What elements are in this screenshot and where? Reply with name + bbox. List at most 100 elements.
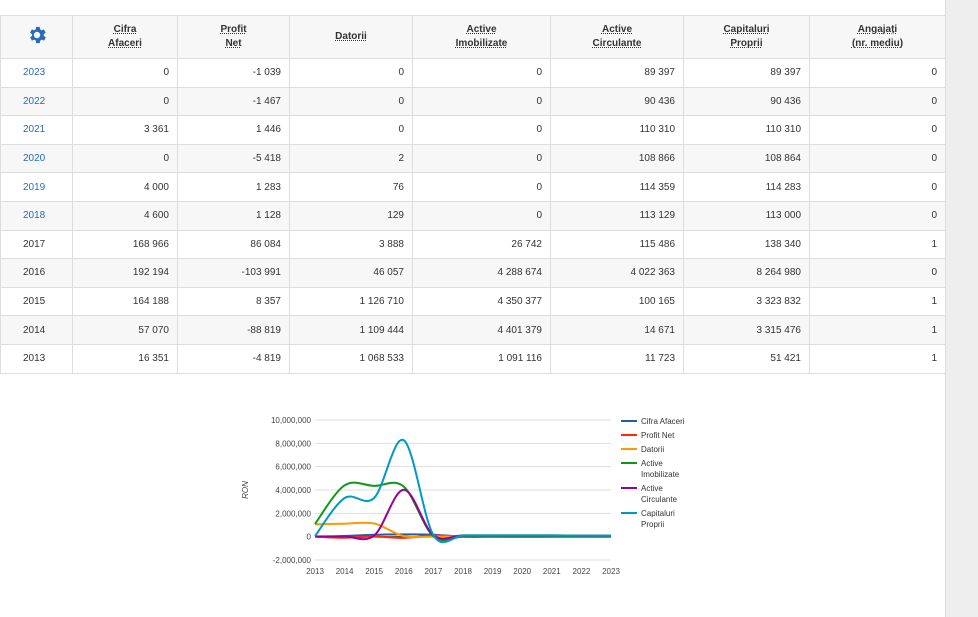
table-row: 2021 3 361 1 446 0 0 110 310 110 310 0 <box>0 115 946 145</box>
x-tick-label: 2023 <box>602 567 620 576</box>
table-cell: 0 <box>412 172 551 202</box>
column-header-label[interactable]: Angajați (nr. mediu) <box>852 24 903 49</box>
column-header[interactable]: Datorii <box>289 15 413 59</box>
table-cell: 192 194 <box>72 258 178 288</box>
year-cell: 2015 <box>0 286 73 317</box>
table-cell: 1 <box>809 315 946 345</box>
table-cell: 1 <box>809 343 946 374</box>
table-cell: -1 467 <box>177 86 290 117</box>
x-tick-label: 2017 <box>425 567 443 576</box>
year-link[interactable]: 2022 <box>0 86 73 117</box>
table-cell: 113 129 <box>550 200 684 231</box>
legend-label: Profit Net <box>641 431 675 440</box>
column-header-line1: Active <box>601 24 632 35</box>
table-cell: 8 264 980 <box>683 258 810 288</box>
settings-header-cell[interactable] <box>0 15 73 59</box>
column-header[interactable]: Active Imobilizate <box>412 15 551 59</box>
table-cell: 0 <box>809 143 946 174</box>
table-cell: 108 866 <box>550 143 684 174</box>
table-row: 2018 4 600 1 128 129 0 113 129 113 000 0 <box>0 200 946 231</box>
table-header-row: Cifra Afaceri Profit Net Datorii Active Imobil… <box>0 15 946 59</box>
y-tick-label: -2,000,000 <box>273 556 312 565</box>
table-cell: -103 991 <box>177 258 290 288</box>
table-cell: 1 109 444 <box>289 315 413 345</box>
column-header-label[interactable]: Capitaluri Proprii <box>723 24 769 49</box>
table-cell: 164 188 <box>72 286 178 317</box>
year-link[interactable]: 2019 <box>0 172 73 202</box>
table-cell: 3 315 476 <box>683 315 810 345</box>
legend-label: Active <box>641 484 663 493</box>
legend-label: Cifra Afaceri <box>641 417 685 426</box>
table-cell: 0 <box>809 58 946 88</box>
table-cell: 0 <box>412 58 551 88</box>
table-cell: 1 128 <box>177 200 290 231</box>
table-cell: 0 <box>809 258 946 288</box>
table-cell: -4 819 <box>177 343 290 374</box>
table-cell: 0 <box>412 115 551 145</box>
column-header-label[interactable]: Profit Net <box>220 24 246 49</box>
year-cell: 2013 <box>0 343 73 374</box>
column-header-line2: Imobilizate <box>455 38 508 49</box>
table-cell: 0 <box>809 200 946 231</box>
table-cell: 114 359 <box>550 172 684 202</box>
year-link[interactable]: 2018 <box>0 200 73 231</box>
column-header[interactable]: Angajați (nr. mediu) <box>809 15 946 59</box>
column-header[interactable]: Cifra Afaceri <box>72 15 178 59</box>
table-cell: 4 288 674 <box>412 258 551 288</box>
y-axis-label: RON <box>241 481 250 499</box>
gear-icon[interactable] <box>26 24 48 46</box>
table-cell: 0 <box>72 143 178 174</box>
year-link[interactable]: 2020 <box>0 143 73 174</box>
table-cell: 115 486 <box>550 229 684 260</box>
column-header-line1: Profit <box>220 24 247 35</box>
table-row: 2013 16 351 -4 819 1 068 533 1 091 116 11 723… <box>0 343 946 374</box>
table-cell: 90 436 <box>683 86 810 117</box>
table-cell: 0 <box>72 58 178 88</box>
table-cell: 3 888 <box>289 229 413 260</box>
table-cell: 90 436 <box>550 86 684 117</box>
column-header-label[interactable]: Active Imobilizate <box>456 24 508 49</box>
year-cell: 2016 <box>0 258 73 288</box>
table-cell: -1 039 <box>177 58 290 88</box>
table-cell: 0 <box>289 86 413 117</box>
chart-svg: -2,000,000 0 2,000,000 4,000,000 6,000,000 8,… <box>241 416 685 576</box>
year-link[interactable]: 2021 <box>0 115 73 145</box>
column-header-line2: Afaceri <box>108 38 142 49</box>
legend-label: Datorii <box>641 445 664 454</box>
table-cell: 89 397 <box>550 58 684 88</box>
column-header-label[interactable]: Datorii <box>335 31 367 42</box>
x-tick-label: 2016 <box>395 567 413 576</box>
table-cell: 51 421 <box>683 343 810 374</box>
column-header-label[interactable]: Active Circulante <box>593 24 642 49</box>
column-header-line1: Cifra <box>113 24 137 35</box>
table-row: 2023 0 -1 039 0 0 89 397 89 397 0 <box>0 58 946 88</box>
table-cell: 3 323 832 <box>683 286 810 317</box>
table-cell: 129 <box>289 200 413 231</box>
table-cell: 1 283 <box>177 172 290 202</box>
column-header[interactable]: Capitaluri Proprii <box>683 15 810 59</box>
series-line <box>314 488 612 541</box>
column-header[interactable]: Profit Net <box>177 15 290 59</box>
y-tick-label: 4,000,000 <box>275 486 311 495</box>
year-link[interactable]: 2023 <box>0 58 73 88</box>
column-header-label[interactable]: Cifra Afaceri <box>108 24 142 49</box>
legend-label: Active <box>641 459 663 468</box>
table-cell: 16 351 <box>72 343 178 374</box>
table-cell: 110 310 <box>683 115 810 145</box>
column-header[interactable]: Active Circulante <box>550 15 684 59</box>
table-cell: 113 000 <box>683 200 810 231</box>
table-cell: 4 350 377 <box>412 286 551 317</box>
table-cell: 1 091 116 <box>412 343 551 374</box>
column-header-line2: Net <box>225 38 242 49</box>
table-cell: 114 283 <box>683 172 810 202</box>
table-cell: 8 357 <box>177 286 290 317</box>
table-cell: 1 446 <box>177 115 290 145</box>
table-cell: 4 401 379 <box>412 315 551 345</box>
table-row: 2015 164 188 8 357 1 126 710 4 350 377 100 16… <box>0 286 946 317</box>
table-cell: 2 <box>289 143 413 174</box>
table-cell: 168 966 <box>72 229 178 260</box>
table-cell: -5 418 <box>177 143 290 174</box>
table-cell: 57 070 <box>72 315 178 345</box>
y-tick-label: 0 <box>307 533 312 542</box>
column-header-line2: Proprii <box>730 38 763 49</box>
